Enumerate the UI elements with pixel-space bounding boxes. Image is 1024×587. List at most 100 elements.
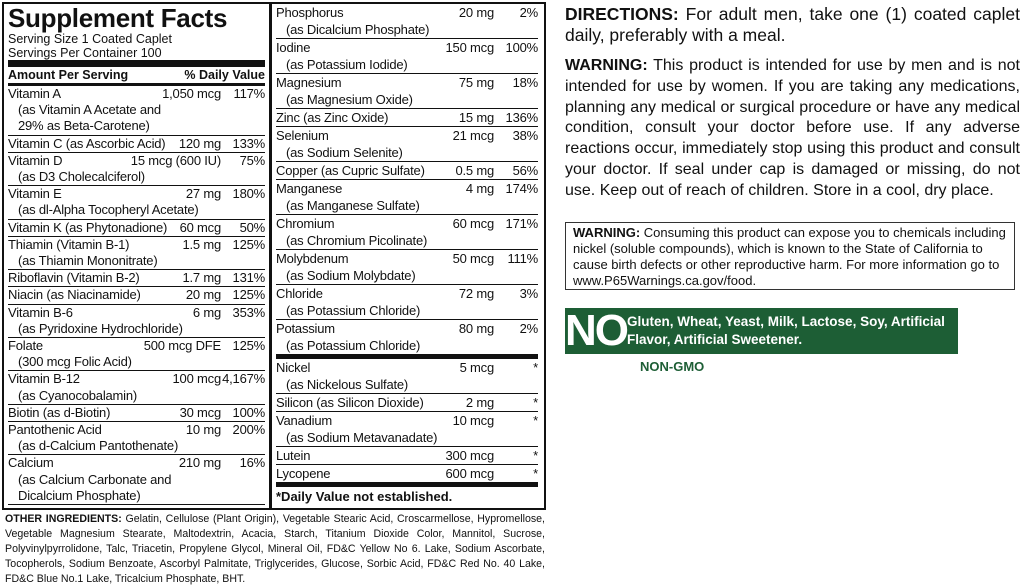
nutrient-dv: 50% xyxy=(239,219,266,235)
warning: WARNING: This product is intended for us… xyxy=(565,56,1020,202)
free-from-text: Gluten, Wheat, Yeast, Milk, Lactose, Soy… xyxy=(627,314,945,347)
nutrient-dv: * xyxy=(533,413,538,428)
nutrient-line: Chromium 60 mcg 171% xyxy=(276,215,538,232)
nutrient-amount: 30 mcg xyxy=(179,404,222,420)
nutrient-amount: 20 mg xyxy=(185,287,221,303)
nutrient-source: 29% as Beta-Carotene) xyxy=(18,118,150,134)
title: Supplement Facts xyxy=(8,3,228,33)
nutrient-row: Vitamin D 15 mcg (600 IU) 75% (as D3 Cholec… xyxy=(8,152,266,187)
nutrient-dv: 100% xyxy=(232,404,266,420)
nutrient-name: Calcium xyxy=(8,455,54,471)
nutrient-name: Silicon (as Silicon Dioxide) xyxy=(276,395,424,410)
nutrient-source: (as Sodium Molybdate) xyxy=(286,268,416,283)
nutrient-name: Pantothenic Acid xyxy=(8,422,102,438)
nutrient-row: Vitamin E 27 mg 180% (as dl-Alpha Tocophery… xyxy=(8,186,265,220)
nutrient-source: (as Manganese Sulfate) xyxy=(286,198,420,213)
non-gmo: NON-GMO xyxy=(640,359,705,374)
nutrient-row: Copper (as Cupric Sulfate) 0.5 mg 56% xyxy=(276,162,538,180)
nutrient-row: Molybdenum 50 mcg 111% (as Sodium Molybdate… xyxy=(276,250,538,285)
nutrient-dv: * xyxy=(533,395,538,410)
nutrient-source: (as Potassium Iodide) xyxy=(286,57,408,72)
nutrient-name: Chloride xyxy=(276,286,323,301)
nutrient-source: (as Potassium Chloride) xyxy=(286,303,421,318)
footnote: *Daily Value not established. xyxy=(276,489,453,504)
nutrient-row: Phosphorus 20 mg 2% (as Dicalcium Phosphate… xyxy=(276,4,538,39)
nutrient-line: Calcium 210 mg 16% xyxy=(8,455,265,471)
dv-header: % Daily Value xyxy=(184,68,265,82)
left-column: Supplement Facts Serving Size 1 Coated C… xyxy=(4,4,272,508)
nutrient-amount: 1.5 mg xyxy=(182,236,221,252)
nutrient-row: Folate 500 mcg DFE 125% (300 mcg Folic Acid… xyxy=(8,338,265,372)
nutrient-name: Lutein xyxy=(276,448,311,463)
nutrient-dv: 136% xyxy=(505,110,539,125)
nutrient-amount: 10 mcg xyxy=(452,413,495,428)
nutrient-amount: 120 mg xyxy=(178,135,221,151)
nutrient-source: Dicalcium Phosphate) xyxy=(18,487,141,503)
nutrient-amount: 0.5 mg xyxy=(455,163,494,178)
directions: DIRECTIONS: For adult men, take one (1) … xyxy=(565,4,1020,46)
nutrient-source: (as Sodium Selenite) xyxy=(286,145,403,160)
nutrient-amount: 4 mg xyxy=(465,181,494,196)
nutrient-amount: 60 mcg xyxy=(452,216,495,231)
nutrient-amount: 21 mcg xyxy=(452,128,495,143)
nutrient-row: Vitamin B-12 100 mcg 4,167% (as Cyanocobala… xyxy=(8,371,265,405)
nutrient-line: Pantothenic Acid 10 mg 200% xyxy=(8,422,265,438)
nutrient-name: Vanadium xyxy=(276,413,332,428)
right-rows: Phosphorus 20 mg 2% (as Dicalcium Phosphate… xyxy=(276,4,538,359)
nutrient-dv: * xyxy=(533,360,538,375)
nutrient-row: Chromium 60 mcg 171% (as Chromium Picolinat… xyxy=(276,215,538,250)
nutrient-source: (as Vitamin A Acetate and xyxy=(18,102,161,118)
nutrient-line: Vitamin A 1,050 mcg 117% xyxy=(8,86,265,102)
nutrient-line: Lycopene 600 mcg * xyxy=(276,465,538,482)
nutrient-dv: 16% xyxy=(239,455,266,471)
right-column: Phosphorus 20 mg 2% (as Dicalcium Phosphate… xyxy=(272,4,542,508)
nutrient-line: Phosphorus 20 mg 2% xyxy=(276,4,538,21)
nutrient-line: Vitamin K (as Phytonadione) 60 mcg 50% xyxy=(8,220,265,236)
nutrient-dv: 125% xyxy=(232,287,266,303)
nutrient-amount: 500 mcg DFE xyxy=(143,338,221,354)
nutrient-row: Vitamin A 1,050 mcg 117% (as Vitamin A Acet… xyxy=(8,86,265,136)
nutrient-line: Molybdenum 50 mcg 111% xyxy=(276,250,538,267)
nutrient-name: Vitamin C (as Ascorbic Acid) xyxy=(8,135,166,151)
p65-warning: WARNING: Consuming this product can expo… xyxy=(565,222,1015,290)
nutrient-amount: 300 mcg xyxy=(445,448,495,463)
nutrient-amount: 60 mcg xyxy=(179,219,222,235)
supplement-facts: Supplement Facts Serving Size 1 Coated C… xyxy=(2,2,546,510)
nutrient-line: Chloride 72 mg 3% xyxy=(276,285,538,302)
nutrient-amount: 75 mg xyxy=(458,75,494,90)
nutrient-name: Phosphorus xyxy=(276,5,344,20)
nutrient-row: Potassium 80 mg 2% (as Potassium Chloride) xyxy=(276,320,538,359)
nutrient-line: Zinc (as Zinc Oxide) 15 mg 136% xyxy=(276,109,538,126)
nutrient-source: (as d-Calcium Pantothenate) xyxy=(18,438,179,454)
nutrient-name: Iodine xyxy=(276,40,311,55)
nutrient-row: Nickel 5 mcg * (as Nickelous Sulfate) xyxy=(276,359,538,394)
nutrient-name: Riboflavin (Vitamin B-2) xyxy=(8,270,140,286)
nutrient-source: (as Magnesium Oxide) xyxy=(286,92,413,107)
nutrient-source: (as Potassium Chloride) xyxy=(286,338,421,353)
nutrient-dv: 75% xyxy=(239,152,266,168)
nutrient-amount: 72 mg xyxy=(458,286,494,301)
p65-label: WARNING: xyxy=(573,225,641,240)
no-badge: NO xyxy=(565,306,629,355)
nutrient-name: Potassium xyxy=(276,321,335,336)
nutrient-line: Copper (as Cupric Sulfate) 0.5 mg 56% xyxy=(276,162,538,179)
p65-text: Consuming this product can expose you to… xyxy=(573,225,1006,288)
nutrient-amount: 15 mcg (600 IU) xyxy=(130,152,221,168)
nutrient-dv: 200% xyxy=(232,422,266,438)
nutrient-line: Vitamin C (as Ascorbic Acid) 120 mg 133% xyxy=(8,136,265,152)
nutrient-amount: 1,050 mcg xyxy=(162,86,221,101)
nutrient-row: Vitamin C (as Ascorbic Acid) 120 mg 133% xyxy=(8,136,265,153)
nutrient-name: Vitamin D xyxy=(8,152,63,168)
nutrient-row: Vanadium 10 mcg * (as Sodium Metavanadate) xyxy=(276,412,538,447)
amount-header: Amount Per Serving xyxy=(8,68,129,82)
nutrient-row: Lycopene 600 mcg * xyxy=(276,465,538,487)
nutrient-dv: 38% xyxy=(512,128,539,143)
nutrient-name: Lycopene xyxy=(276,466,331,481)
other-rows: Nickel 5 mcg * (as Nickelous Sulfate) Silico… xyxy=(276,359,538,487)
nutrient-row: Vitamin B-6 6 mg 353% (as Pyridoxine Hydroc… xyxy=(8,305,265,339)
nutrient-amount: 80 mg xyxy=(458,321,494,336)
nutrient-row: Iodine 150 mcg 100% (as Potassium Iodide) xyxy=(276,39,538,74)
nutrient-amount: 10 mg xyxy=(185,422,221,438)
nutrient-row: Biotin (as d-Biotin) 30 mcg 100% xyxy=(8,404,266,423)
